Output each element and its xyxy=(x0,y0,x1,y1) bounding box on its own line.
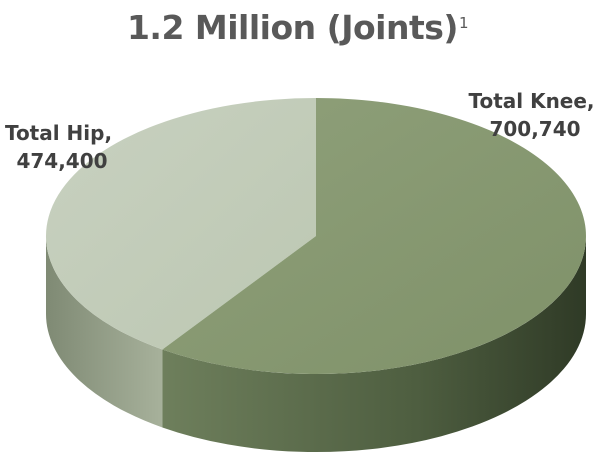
pie-labels: Total Knee, 700,740 Total Hip, 474,400 xyxy=(5,89,595,173)
pie-slices xyxy=(45,98,586,453)
title-footnote: 1 xyxy=(458,14,469,32)
slice-label-hip-value: 474,400 xyxy=(16,149,107,173)
slice-side-knee xyxy=(162,236,586,453)
chart-title-text: 1.2 Million (Joints) xyxy=(126,8,459,47)
slice-label-hip-name: Total Hip, xyxy=(5,121,112,145)
slice-label-hip: Total Hip, 474,400 xyxy=(5,121,119,173)
slice-label-knee-name: Total Knee, xyxy=(468,89,594,113)
slice-label-knee: Total Knee, 700,740 xyxy=(468,89,595,141)
slice-side-hip xyxy=(46,236,163,428)
slice-label-knee-value: 700,740 xyxy=(489,117,580,141)
slice-top-knee xyxy=(162,98,586,374)
chart-title: 1.2 Million (Joints)1 xyxy=(0,8,595,47)
slice-top-hip xyxy=(45,98,316,350)
